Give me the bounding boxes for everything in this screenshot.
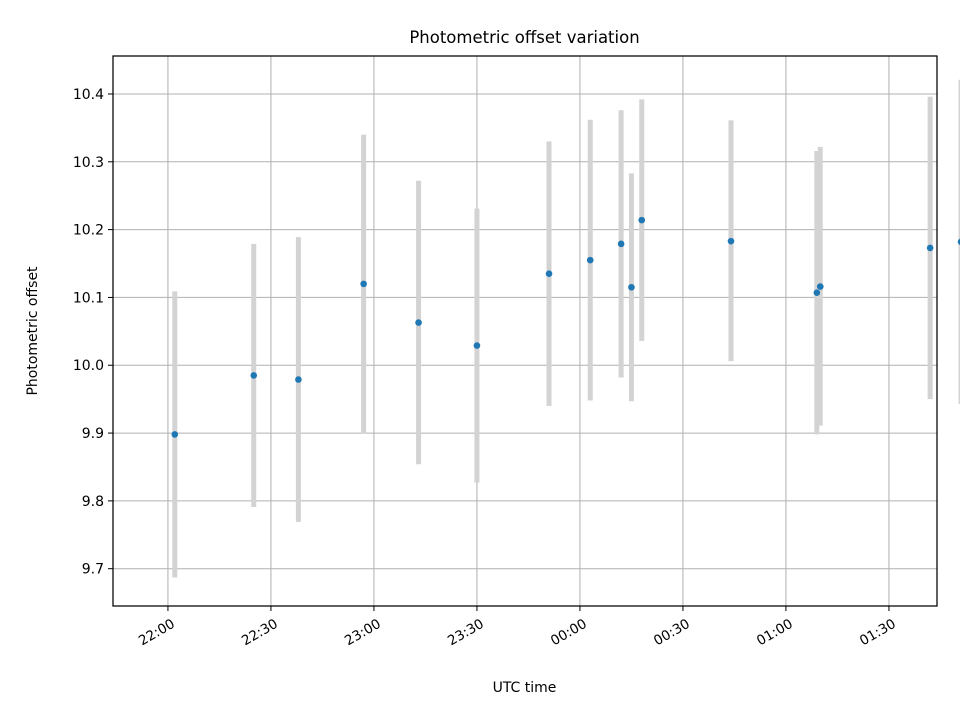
data-point (957, 238, 960, 245)
y-tick-label: 9.9 (82, 426, 104, 442)
y-tick-label: 10.0 (73, 358, 104, 374)
y-tick-label: 10.2 (73, 223, 104, 239)
data-point (250, 372, 258, 379)
data-point (171, 431, 179, 438)
y-tick-label: 10.3 (73, 155, 104, 171)
y-tick-label: 10.4 (73, 87, 104, 103)
data-point (360, 280, 367, 288)
y-axis-label: Photometric offset (25, 266, 41, 396)
data-point (628, 283, 635, 291)
y-tick-label: 10.1 (73, 290, 104, 306)
data-point (926, 244, 934, 252)
chart-title: Photometric offset variation (409, 28, 639, 47)
data-point (617, 240, 625, 248)
data-point (545, 270, 553, 277)
data-point (295, 376, 302, 383)
data-point (816, 283, 824, 290)
y-tick-label: 9.8 (82, 494, 104, 510)
y-tick-label: 9.7 (82, 562, 104, 578)
data-point (813, 289, 821, 296)
data-point (415, 319, 422, 326)
data-points (171, 216, 960, 438)
x-axis-label: UTC time (493, 680, 557, 696)
grid (113, 56, 937, 606)
data-point (638, 216, 646, 224)
data-point (727, 237, 735, 245)
data-point (473, 342, 481, 349)
data-point (586, 256, 594, 264)
axes-frame (112, 55, 938, 607)
